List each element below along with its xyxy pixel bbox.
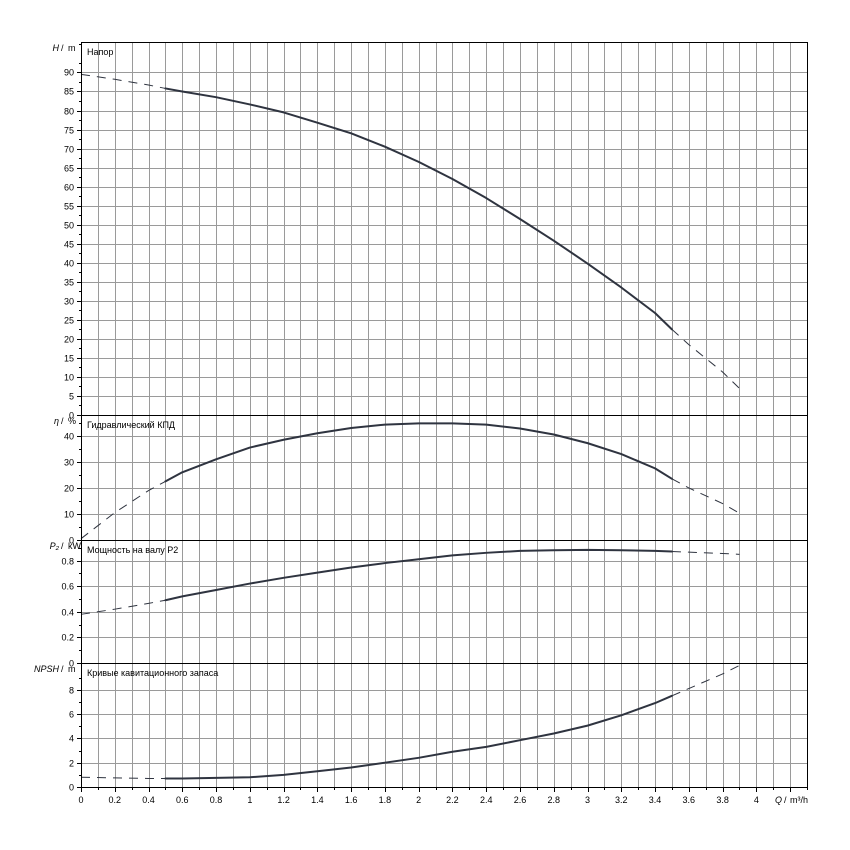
y-tick-label: 2 (69, 759, 74, 769)
x-tick-label: 2.6 (514, 795, 527, 805)
y-axis-unit: m (68, 664, 76, 674)
y-tick-label: 30 (64, 297, 74, 307)
y-tick-label: 8 (69, 686, 74, 696)
head-curve-dashed-start (80, 73, 166, 89)
y-tick-label: 0.6 (61, 582, 74, 592)
y-axis-symbol: H (53, 43, 60, 53)
y-axis-separator: / (61, 416, 64, 426)
x-tick-label: 0.2 (109, 795, 122, 805)
y-tick-label: 0 (69, 536, 74, 546)
y-tick-label: 25 (64, 316, 74, 326)
x-tick-label: 1 (247, 795, 252, 805)
y-tick-label: 10 (64, 373, 74, 383)
y-tick-label: 20 (64, 335, 74, 345)
x-tick-label: 1.8 (379, 795, 392, 805)
y-tick-label: 0.4 (61, 608, 74, 618)
y-axis-symbol: η (54, 416, 59, 426)
power-curve-operating (164, 548, 673, 602)
panel-frame (81, 415, 808, 541)
y-tick-label: 0 (69, 783, 74, 793)
x-axis-separator: / (784, 795, 787, 805)
x-tick-label: 2.2 (446, 795, 459, 805)
panel-frame (81, 540, 808, 664)
panel-title: Мощность на валу P2 (87, 545, 178, 555)
x-tick-label: 0.8 (210, 795, 223, 805)
x-tick-label: 1.2 (277, 795, 290, 805)
y-tick-label: 80 (64, 107, 74, 117)
efficiency-curve-operating (164, 422, 673, 483)
curve-layer (80, 73, 740, 780)
power-curve-dashed-end (671, 551, 740, 555)
y-tick-label: 30 (64, 458, 74, 468)
y-tick-label: 6 (69, 710, 74, 720)
x-axis-unit: m³/h (790, 795, 808, 805)
y-tick-label: 40 (64, 432, 74, 442)
y-tick-label: 35 (64, 278, 74, 288)
npsh-curve-operating (164, 694, 673, 780)
y-axis-separator: / (61, 43, 64, 53)
y-axis-separator: / (61, 664, 64, 674)
y-tick-label: 0 (69, 411, 74, 421)
npsh-curve-dashed-end (671, 664, 740, 697)
x-tick-label: 3.2 (615, 795, 628, 805)
y-axis-separator: / (61, 541, 64, 551)
power-curve-dashed-start (80, 599, 166, 615)
label-layer: 051015202530354045505560657075808590Напо… (34, 43, 808, 805)
y-tick-label: 0.2 (61, 633, 74, 643)
y-tick-label: 90 (64, 68, 74, 78)
npsh-curve-dashed-start (80, 776, 166, 779)
x-tick-label: 2.4 (480, 795, 493, 805)
y-tick-label: 65 (64, 164, 74, 174)
x-tick-label: 1.6 (345, 795, 358, 805)
y-tick-label: 0.8 (61, 557, 74, 567)
efficiency-curve-dashed-end (671, 478, 740, 514)
x-tick-label: 4 (754, 795, 759, 805)
frame-layer (77, 42, 808, 792)
panel-frame (81, 663, 808, 788)
x-tick-label: 1.4 (311, 795, 324, 805)
y-axis-symbol: P₂ (50, 541, 60, 551)
x-tick-label: 0.6 (176, 795, 189, 805)
y-tick-label: 4 (69, 734, 74, 744)
panel-frame (81, 42, 808, 416)
y-tick-label: 45 (64, 240, 74, 250)
panel-title: Кривые кавитационного запаса (87, 668, 218, 678)
y-tick-label: 85 (64, 87, 74, 97)
x-tick-label: 3 (585, 795, 590, 805)
x-tick-label: 3.4 (649, 795, 662, 805)
grid-layer (81, 42, 807, 787)
x-tick-label: 0 (78, 795, 83, 805)
efficiency-curve-dashed-start (80, 480, 166, 540)
x-tick-label: 2.8 (547, 795, 560, 805)
y-axis-unit: kW (68, 541, 82, 551)
y-axis-unit: m (68, 43, 76, 53)
x-axis-symbol: Q (775, 795, 782, 805)
x-tick-label: 2 (416, 795, 421, 805)
x-tick-label: 3.8 (716, 795, 729, 805)
y-axis-symbol: NPSH (34, 664, 60, 674)
panel-title: Напор (87, 47, 113, 57)
y-tick-label: 75 (64, 126, 74, 136)
y-tick-label: 40 (64, 259, 74, 269)
x-tick-label: 3.6 (683, 795, 696, 805)
y-tick-label: 55 (64, 202, 74, 212)
head-curve-operating (164, 87, 673, 331)
y-tick-label: 15 (64, 354, 74, 364)
y-tick-label: 5 (69, 392, 74, 402)
y-tick-label: 60 (64, 183, 74, 193)
y-tick-label: 20 (64, 484, 74, 494)
y-tick-label: 0 (69, 659, 74, 669)
y-tick-label: 50 (64, 221, 74, 231)
y-tick-label: 70 (64, 145, 74, 155)
x-tick-label: 0.4 (142, 795, 155, 805)
panel-title: Гидравлический КПД (87, 420, 175, 430)
y-axis-unit: % (68, 416, 76, 426)
y-tick-label: 10 (64, 510, 74, 520)
